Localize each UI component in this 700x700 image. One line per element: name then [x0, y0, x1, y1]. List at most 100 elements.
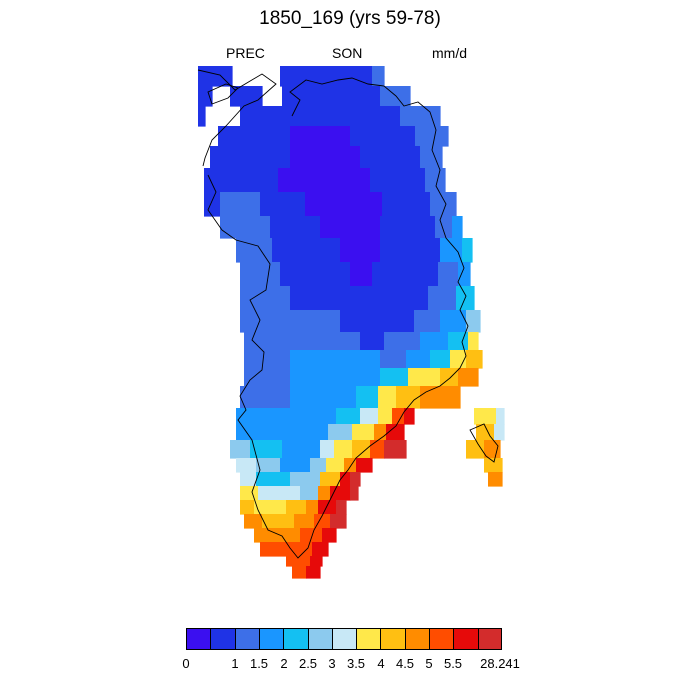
map-cell — [290, 350, 381, 369]
map-cell — [440, 310, 467, 333]
map-cell — [430, 192, 457, 217]
map-cell — [428, 286, 457, 311]
map-cell — [254, 528, 269, 543]
map-cell — [290, 386, 357, 409]
map-cell — [262, 514, 295, 529]
map-cell — [294, 514, 315, 529]
map-cell — [350, 126, 416, 147]
map-cell — [420, 332, 449, 351]
map-cell — [300, 66, 331, 87]
map-cell — [270, 216, 321, 239]
map-cell — [300, 86, 381, 107]
map-cells — [198, 66, 505, 579]
map-cell — [240, 286, 291, 311]
map-cell — [220, 216, 271, 239]
map-cell — [380, 238, 441, 263]
map-cell — [254, 500, 287, 515]
colorbar-swatch — [453, 628, 479, 650]
map-cell — [380, 86, 411, 107]
map-cell — [370, 440, 385, 459]
map-cell — [404, 408, 415, 425]
map-cell — [292, 542, 313, 557]
colorbar-tick-label: 1.5 — [249, 656, 269, 671]
map-cell — [380, 216, 436, 239]
map-cell — [372, 262, 439, 287]
map-cell — [305, 192, 383, 217]
map-cell — [244, 350, 291, 369]
map-cell — [210, 146, 241, 169]
map-cell — [286, 556, 311, 567]
map-cell — [350, 262, 373, 287]
map-cell — [356, 458, 373, 473]
map-cell — [255, 126, 291, 147]
map-cell — [440, 238, 463, 263]
colorbar-tick-label: 3.5 — [346, 656, 366, 671]
map-cell — [236, 408, 291, 425]
map-cell — [198, 86, 213, 107]
map-cell — [256, 458, 281, 473]
map-cell — [312, 542, 329, 557]
map-cell — [318, 486, 331, 501]
map-cell — [468, 332, 479, 351]
map-cell — [314, 514, 331, 529]
map-cell — [400, 106, 441, 127]
coastline — [197, 69, 499, 559]
map-cell — [392, 408, 405, 425]
map-cell — [380, 368, 409, 387]
map-cell — [466, 440, 485, 459]
map-cell — [330, 514, 347, 529]
map-cell — [256, 472, 291, 487]
map-cell — [350, 486, 359, 501]
map-cell — [290, 286, 429, 311]
map-cell — [452, 216, 463, 239]
map-cell — [382, 192, 431, 217]
map-cell — [230, 168, 279, 193]
map-cell — [292, 566, 307, 579]
map-cell — [310, 556, 323, 567]
map-cell — [458, 262, 471, 287]
map-cell — [360, 146, 421, 169]
map-cell — [320, 440, 335, 459]
map-cell — [240, 310, 301, 333]
map-cell — [328, 424, 353, 441]
map-cell — [282, 440, 321, 459]
map-cell — [484, 458, 503, 473]
map-cell — [236, 458, 257, 473]
colorbar-swatch — [283, 628, 309, 650]
map-cell — [350, 472, 361, 487]
units-label: mm/d — [432, 45, 467, 61]
colorbar-tick-label: 28.241 — [480, 656, 520, 671]
season-label: SON — [332, 45, 363, 61]
map-cell — [244, 514, 263, 529]
map-cell — [240, 386, 291, 409]
map-cell — [380, 350, 407, 369]
colorbar-tick-label: 4.5 — [395, 656, 415, 671]
map-cell — [268, 528, 301, 543]
map-cell — [370, 168, 426, 193]
map-cell — [496, 408, 505, 425]
colorbar-swatch — [356, 628, 381, 650]
map-cell — [322, 528, 337, 543]
map-cell — [290, 408, 337, 425]
map-cell — [280, 262, 351, 287]
map-cell — [290, 472, 321, 487]
map-cell — [466, 350, 483, 369]
map-cell — [372, 66, 385, 87]
map-cell — [356, 386, 379, 409]
map-cell — [282, 86, 301, 107]
colorbar-swatch — [331, 628, 357, 650]
map-cell — [334, 440, 353, 459]
map-cell — [360, 332, 385, 351]
map-cell — [204, 168, 231, 193]
map-cell — [408, 368, 441, 387]
map-cell — [240, 262, 281, 287]
map-cell — [340, 310, 415, 333]
colorbar-tick-label: 3 — [328, 656, 336, 671]
plot-title: 1850_169 (yrs 59-78) — [259, 8, 441, 29]
colorbar-swatch — [477, 628, 502, 650]
map-cell — [290, 126, 351, 147]
map-cell — [320, 472, 341, 487]
map-cell — [326, 458, 345, 473]
colorbar-tick-label: 0 — [182, 656, 190, 671]
